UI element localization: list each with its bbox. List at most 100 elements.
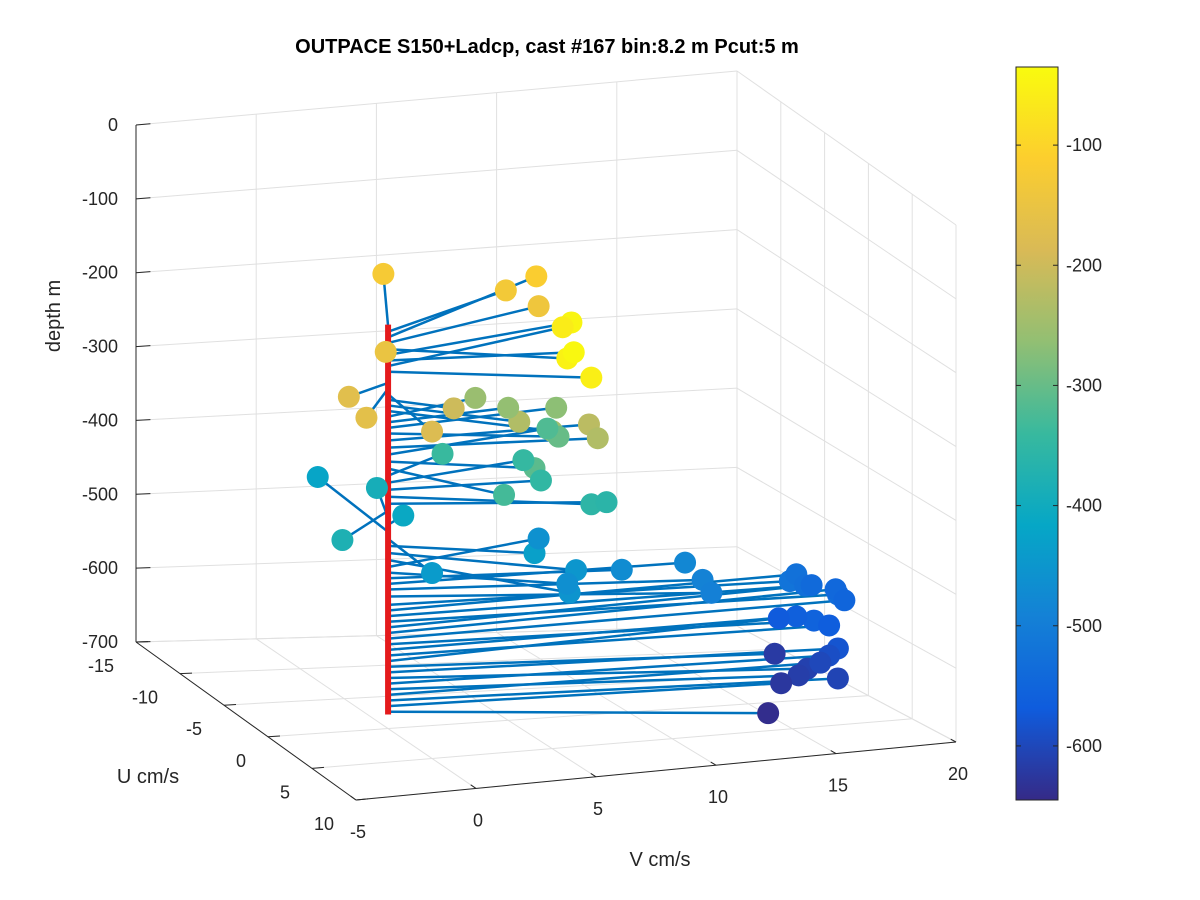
vector-tip-marker (392, 504, 415, 527)
velocity-vector (387, 584, 806, 618)
colorbar-ticks: -100 -200 -300 -400 -500 -600 (1016, 135, 1102, 756)
velocity-vector (387, 326, 563, 368)
grid-line (736, 308, 957, 447)
z-tick-mark (135, 493, 151, 495)
velocity-vector (387, 551, 577, 572)
vector-tip-marker (442, 397, 465, 420)
velocity-vector (388, 681, 782, 708)
grid-line (179, 648, 781, 675)
velocity-vectors (316, 273, 845, 715)
u-tick-label: -10 (132, 688, 158, 708)
vector-tip-marker (674, 551, 697, 574)
velocity-vector (387, 615, 797, 652)
v-tick-label: 20 (948, 764, 968, 784)
colorbar-tick-label: -500 (1066, 616, 1102, 636)
v-tick-label: 15 (828, 776, 848, 796)
vector-tip-marker (763, 642, 786, 665)
u-tick-mark (267, 735, 281, 738)
velocity-vector (388, 667, 808, 680)
z-tick-mark (135, 123, 151, 126)
vector-tip-marker (527, 527, 550, 550)
vector-tip-marker (497, 396, 520, 419)
velocity-vector (387, 467, 505, 497)
colorbar-tick-label: -400 (1066, 496, 1102, 516)
z-tick-label: -500 (82, 484, 118, 504)
velocity-vector (388, 544, 535, 555)
velocity-vector (388, 460, 535, 470)
vector-tip-marker (595, 491, 618, 514)
grid-line (135, 308, 738, 348)
v-tick-label: -5 (350, 822, 366, 842)
v-tick-mark (470, 784, 477, 789)
velocity-vector (388, 710, 769, 715)
chart-title: OUTPACE S150+Ladcp, cast #167 bin:8.2 m … (295, 36, 799, 58)
velocity-vector (388, 647, 838, 674)
velocity-vector (316, 476, 389, 533)
vector-tip-marker (355, 406, 378, 429)
grid-line (255, 638, 477, 789)
z-tick-label: -300 (82, 337, 118, 357)
vector-tip-marker (800, 574, 823, 597)
v-tick-mark (350, 795, 357, 801)
z-tick-mark (135, 345, 151, 348)
vector-tip-marker (365, 476, 388, 499)
colorbar-tick-label: -100 (1066, 135, 1102, 155)
vector-tip-marker (421, 562, 444, 585)
grid-line (135, 70, 738, 126)
velocity-vector (387, 304, 539, 345)
velocity-vector (387, 321, 572, 357)
velocity-vector (387, 573, 797, 612)
v-tick-label: 0 (473, 810, 483, 830)
v-tick-mark (950, 738, 957, 743)
vector-tip-marker (421, 420, 444, 443)
velocity-vector (388, 370, 592, 379)
z-tick-mark (135, 271, 151, 274)
vector-tip-marker (494, 279, 517, 302)
colorbar-tick-label: -200 (1066, 255, 1102, 275)
grid-line (736, 149, 957, 300)
colorbar-tick-label: -300 (1066, 375, 1102, 395)
vector-tip-marker (306, 465, 329, 488)
velocity-vector (387, 583, 812, 629)
velocity-vector (387, 537, 539, 569)
vector-tip-marker (545, 396, 568, 419)
vector-tip-marker (610, 558, 633, 581)
z-axis-label: depth m (43, 280, 65, 352)
vector-tip-markers (306, 262, 856, 725)
v-axis-line (355, 741, 957, 801)
v-tick-mark (830, 750, 837, 755)
grid-line (736, 466, 957, 595)
colorbar-tick-label: -600 (1066, 736, 1102, 756)
velocity-vector (388, 432, 559, 438)
vector-tip-marker (556, 572, 579, 595)
vector-tip-marker (337, 385, 360, 408)
vector-tip-marker (809, 651, 832, 674)
z-tick-mark (135, 419, 151, 421)
z-tick-label: -600 (82, 558, 118, 578)
velocity-vector (387, 599, 845, 640)
z-tick-mark (135, 567, 151, 569)
u-tick-label: -5 (186, 719, 202, 739)
z-tick-label: -700 (82, 632, 118, 652)
vector-tip-marker (493, 483, 516, 506)
vector-tip-marker (580, 366, 603, 389)
z-tick-label: -400 (82, 410, 118, 430)
u-tick-label: 0 (236, 751, 246, 771)
vector-tip-marker (586, 427, 609, 450)
grid-line (736, 70, 957, 226)
vector-tip-marker (527, 295, 550, 318)
velocity-vector (388, 578, 703, 591)
vector-tip-marker (372, 262, 395, 285)
u-tick-label: 5 (280, 782, 290, 802)
vector-tip-marker (757, 702, 780, 725)
velocity-vector (388, 593, 838, 624)
velocity-vector (388, 674, 799, 691)
vector-tip-marker (551, 316, 574, 339)
grid-line (135, 229, 738, 274)
grid-line (736, 387, 957, 521)
v-tick-label: 10 (708, 787, 728, 807)
velocity-vector (387, 398, 454, 410)
u-tick-label: 10 (314, 814, 334, 834)
vector-tip-marker (525, 265, 548, 288)
